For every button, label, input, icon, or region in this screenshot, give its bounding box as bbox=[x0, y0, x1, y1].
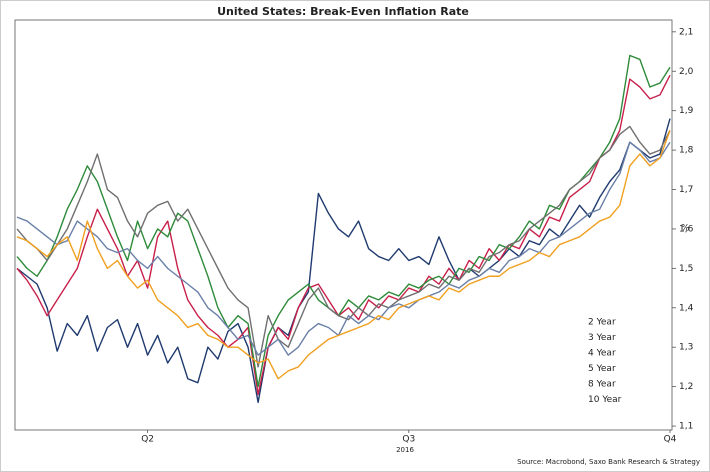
series-line bbox=[16, 130, 671, 380]
series-line bbox=[16, 74, 671, 396]
series-line bbox=[16, 118, 671, 404]
legend-entry: 3 Year bbox=[588, 333, 616, 343]
y-tick-label: 1,7 bbox=[679, 185, 693, 195]
y-tick-label: 1,6 bbox=[679, 224, 694, 234]
y-tick-label: 1,3 bbox=[679, 343, 693, 353]
y-tick-label: 1,9 bbox=[679, 106, 694, 116]
year-label: 2016 bbox=[396, 446, 414, 454]
legend-entry: 10 Year bbox=[588, 395, 622, 405]
chart-title: United States: Break-Even Inflation Rate bbox=[217, 5, 469, 18]
y-tick-label: 1,1 bbox=[679, 422, 693, 432]
y-axis-label: % bbox=[681, 224, 690, 234]
y-tick-label: 1,8 bbox=[679, 146, 694, 156]
y-tick-label: 1,4 bbox=[679, 303, 694, 313]
series-line bbox=[16, 125, 671, 368]
y-tick-label: 2,1 bbox=[679, 27, 693, 37]
y-tick-label: 2,0 bbox=[679, 67, 694, 77]
x-tick-label: Q3 bbox=[402, 435, 415, 445]
legend-entry: 5 Year bbox=[588, 364, 616, 374]
legend-entry: 4 Year bbox=[588, 349, 616, 359]
x-tick-label: Q4 bbox=[664, 435, 677, 445]
plot-frame bbox=[14, 19, 673, 431]
legend-entry: 2 Year bbox=[588, 318, 616, 328]
y-tick-label: 1,2 bbox=[679, 382, 693, 392]
source: Source: Macrobond, Saxo Bank Research & … bbox=[517, 458, 700, 466]
y-tick-label: 1,5 bbox=[679, 264, 693, 274]
series-line bbox=[16, 141, 671, 356]
series-line bbox=[16, 54, 671, 388]
x-tick-label: Q2 bbox=[141, 435, 154, 445]
legend-entry: 8 Year bbox=[588, 380, 616, 390]
